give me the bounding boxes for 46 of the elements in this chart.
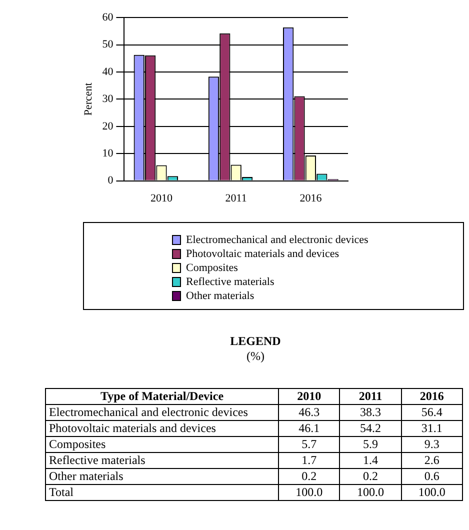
text: (%) (246, 349, 266, 364)
category-label: Reflective materials (46, 452, 278, 468)
data-label: 46.3 (278, 404, 340, 420)
data-label: 56.4 (401, 404, 462, 420)
data-label: 5.7 (278, 436, 340, 452)
y-axis-title: Percent (82, 82, 94, 116)
text: 2016 (401, 388, 462, 404)
data-label: 5.9 (340, 436, 402, 452)
data-label: 38.3 (340, 404, 402, 420)
legend-label: Electromechanical and electronic devices (186, 234, 368, 246)
y-tick-label: 60 (102, 11, 114, 24)
x-tick-label: 2016 (300, 192, 322, 204)
data-label: 31.1 (401, 420, 462, 436)
data-label: 100.0 (340, 484, 402, 500)
data-label: 2.6 (401, 452, 462, 468)
y-tick-label: 30 (102, 93, 114, 106)
x-tick-label: 2010 (150, 192, 173, 204)
data-label: 100.0 (401, 484, 462, 500)
category-label: Photovoltaic materials and devices (46, 420, 278, 436)
data-label: 1.4 (340, 452, 402, 468)
legend-label: Reflective materials (186, 276, 274, 288)
x-tick-label: 2011 (225, 192, 247, 204)
text: 2010 (278, 388, 340, 404)
y-tick-label: 0 (108, 174, 114, 187)
y-tick-label: 10 (102, 147, 114, 160)
data-label: 1.7 (278, 452, 340, 468)
category-label: Other materials (46, 468, 278, 484)
data-label: 0.6 (401, 468, 462, 484)
y-tick-label: 50 (102, 38, 114, 51)
category-label: Total (46, 484, 278, 500)
data-label: 100.0 (278, 484, 340, 500)
data-label: 0.2 (340, 468, 402, 484)
legend-label: Composites (186, 262, 238, 274)
y-tick-label: 40 (102, 66, 114, 78)
category-label: Composites (46, 436, 278, 452)
text: Type of Material/Device (46, 388, 278, 404)
legend-label: Photovoltaic materials and devices (186, 248, 340, 260)
y-tick-label: 20 (102, 120, 114, 132)
category-label: Electromechanical and electronic devices (46, 404, 278, 420)
legend-label: Other materials (186, 290, 254, 302)
data-label: 9.3 (401, 436, 462, 452)
text: 2011 (340, 388, 402, 404)
data-label: 54.2 (340, 420, 402, 436)
data-label: 46.1 (278, 420, 340, 436)
text: LEGEND (229, 334, 282, 349)
data-label: 0.2 (278, 468, 340, 484)
